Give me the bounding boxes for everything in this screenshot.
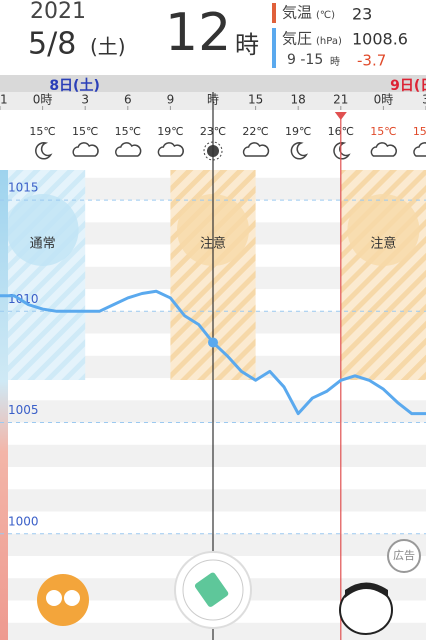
x-tick-label: 9 xyxy=(167,93,175,107)
weather-cloud xyxy=(413,142,426,157)
ad-label: 広告 xyxy=(393,549,415,562)
temp-marker xyxy=(272,3,276,23)
pressure: 1008.6 xyxy=(352,30,408,49)
weather-cloud xyxy=(242,142,270,157)
zone-label: 注意 xyxy=(370,236,396,252)
ad-icon[interactable] xyxy=(387,539,421,573)
zone-badge xyxy=(347,194,420,266)
temperature: 15℃ xyxy=(29,125,55,138)
pressure-label: 気圧 xyxy=(282,30,312,48)
x-tick-label: 21 xyxy=(333,93,348,107)
hour: 12 xyxy=(165,3,231,63)
day-label: 8日(土) xyxy=(49,77,100,94)
pencil-icon xyxy=(194,572,229,607)
temperature: 19℃ xyxy=(285,125,311,138)
x-tick-label: 0時 xyxy=(374,93,394,107)
current-point xyxy=(208,337,218,348)
zone-badge xyxy=(6,194,79,266)
y-tick-label: 1015 xyxy=(8,181,39,195)
weather-cloud xyxy=(370,142,397,157)
cat-ear xyxy=(345,582,388,598)
y-tick-label: 1000 xyxy=(8,514,39,528)
x-tick-label: 3 xyxy=(422,93,426,107)
temperature: 15℃ xyxy=(413,125,426,138)
hour-unit: 時 xyxy=(235,31,259,59)
zone-label: 通常 xyxy=(30,237,56,252)
bottom-bar: 広告 xyxy=(37,539,421,635)
now-marker xyxy=(334,112,347,120)
weather-moon xyxy=(35,142,53,160)
temp-unit: (℃) xyxy=(316,10,335,21)
x-tick-label: 0時 xyxy=(33,93,53,107)
change: -3.7 xyxy=(357,52,386,70)
temperature: 22℃ xyxy=(242,125,268,138)
date: 5/8 xyxy=(28,27,76,62)
range-unit: 時 xyxy=(330,56,340,68)
plot: 通常注意注意10001005101010158日(土)9日(日)210時369時… xyxy=(0,75,426,640)
temperature: 15℃ xyxy=(370,125,396,138)
weather-moon xyxy=(290,142,309,160)
time-bar-top xyxy=(0,75,426,92)
weather-moon xyxy=(333,142,351,160)
day-label: 9日(日) xyxy=(390,78,426,94)
x-tick-label: 15 xyxy=(248,93,263,107)
temp-label: 気温 xyxy=(282,4,312,22)
x-tick-label: 3 xyxy=(81,93,89,107)
temp: 23 xyxy=(352,5,372,24)
weather-cloud xyxy=(115,142,142,157)
temperature: 19℃ xyxy=(157,125,183,138)
weekday: (土) xyxy=(90,35,126,59)
weather-sun-ring xyxy=(203,141,223,161)
y-tick-label: 1010 xyxy=(8,292,39,306)
owl-character[interactable] xyxy=(37,574,89,626)
header-bg xyxy=(0,0,426,75)
x-tick-label: 6 xyxy=(124,93,132,107)
x-tick-label: 21 xyxy=(0,93,8,107)
pressure-unit: (hPa) xyxy=(316,36,342,47)
year: 2021 xyxy=(30,0,86,24)
y-tick-label: 1005 xyxy=(8,403,39,417)
owl-eye xyxy=(64,590,80,606)
header: 2021 5/8 (土) 12 時 気温 (℃) 23 気圧 (hPa) 100… xyxy=(0,0,426,75)
weather-cloud xyxy=(157,142,184,157)
temperature: 15℃ xyxy=(72,125,98,138)
pressure-marker xyxy=(272,28,276,68)
temperature: 15℃ xyxy=(115,125,141,138)
x-tick-label: 18 xyxy=(291,93,306,107)
owl-eye xyxy=(46,590,62,606)
level-bar xyxy=(0,170,8,640)
weather-cloud xyxy=(72,142,99,157)
range-label: 9 -15 xyxy=(287,52,323,68)
